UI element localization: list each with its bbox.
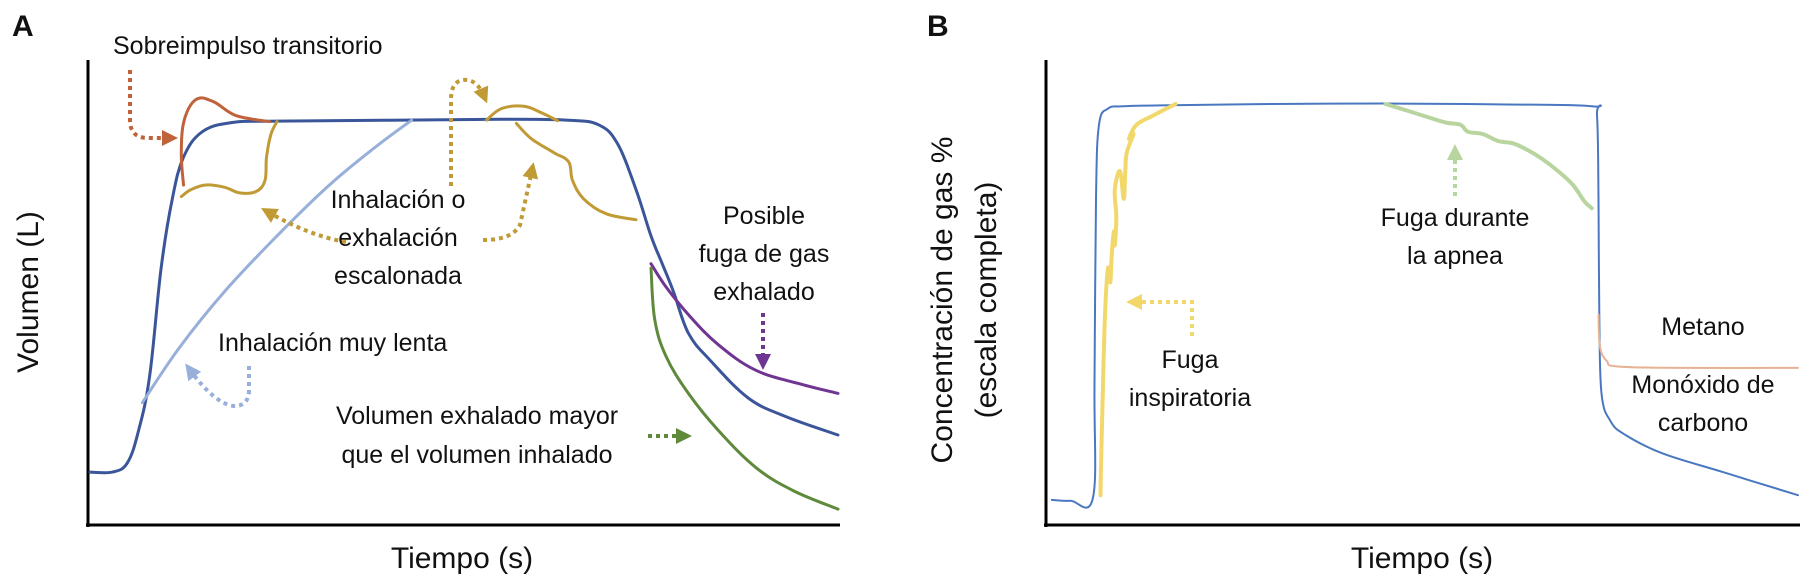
panel-b: B Concentración de gas % (escala complet… [926, 10, 1800, 575]
arrow-step-right [482, 162, 539, 242]
series-line-a-exhalacion-escalonada [514, 121, 638, 222]
panel-a-label: A [12, 10, 34, 43]
arrow-step-top [449, 77, 489, 186]
annotation-step-line-2: exhalación [338, 224, 458, 252]
panel-b-label: B [927, 10, 949, 43]
series-line-a-inhalacion-escalonada [179, 120, 279, 199]
panel-b-x-axis-title: Tiempo (s) [1351, 542, 1493, 575]
series-line-a-inhalacion-muy-lenta [140, 118, 414, 405]
annotation-apnea-line-2: la apnea [1407, 242, 1503, 270]
annotation-step-line-3: escalonada [334, 262, 462, 290]
series-line-a-exhalacion-escalonada-sobreimpulso [484, 104, 559, 123]
panel-a: A Volumen (L) Tiempo (s) Sobreimpulso tr… [12, 10, 840, 575]
panel-a-x-axis-title: Tiempo (s) [391, 542, 533, 575]
annotation-co-line-1: Monóxido de [1631, 371, 1774, 399]
annotation-leak-line-1: Posible [723, 202, 805, 230]
panel-b-y-axis-title-line-1: Concentración de gas % [926, 137, 959, 464]
arrow-insp [1126, 294, 1194, 336]
annotation-overshoot: Sobreimpulso transitorio [113, 32, 383, 60]
panel-a-series [88, 96, 840, 511]
arrow-slow-inhalation [185, 363, 251, 409]
series-line-a-sobreimpulso-transitorio [179, 96, 271, 187]
series-line-a-normal [88, 117, 840, 475]
panel-b-series [1050, 102, 1799, 509]
series-line-a-posible-fuga-de-gas-exhalado [649, 262, 840, 395]
annotation-excess-line-2: que el volumen inhalado [341, 441, 612, 469]
series-line-b-fuga-inspiratoria [1098, 102, 1178, 498]
annotation-co-line-2: carbono [1658, 409, 1748, 437]
arrow-step-left [261, 208, 347, 244]
series-line-a-volumen-exhalado-mayor-que-el-volumen-inhalado [649, 266, 840, 511]
annotation-insp-line-1: Fuga [1162, 346, 1219, 374]
annotation-slow-inhalation: Inhalación muy lenta [218, 329, 447, 357]
annotation-leak-line-2: fuga de gas [699, 240, 830, 268]
annotation-methane: Metano [1661, 313, 1744, 341]
annotation-insp-line-2: inspiratoria [1129, 384, 1251, 412]
panel-b-y-axis-title-line-2: (escala completa) [970, 182, 1003, 419]
series-line-b-metano [1597, 313, 1799, 369]
series-line-b-monoxido-de-carbono [1050, 102, 1799, 509]
panel-a-y-axis-title: Volumen (L) [12, 211, 45, 373]
arrow-overshoot [128, 70, 178, 146]
annotation-leak-line-3: exhalado [713, 278, 814, 306]
annotation-step-line-1: Inhalación o [331, 186, 466, 214]
series-line-b-fuga-durante-la-apnea [1383, 102, 1594, 211]
annotation-apnea-line-1: Fuga durante [1381, 204, 1530, 232]
annotation-excess-line-1: Volumen exhalado mayor [336, 402, 618, 430]
